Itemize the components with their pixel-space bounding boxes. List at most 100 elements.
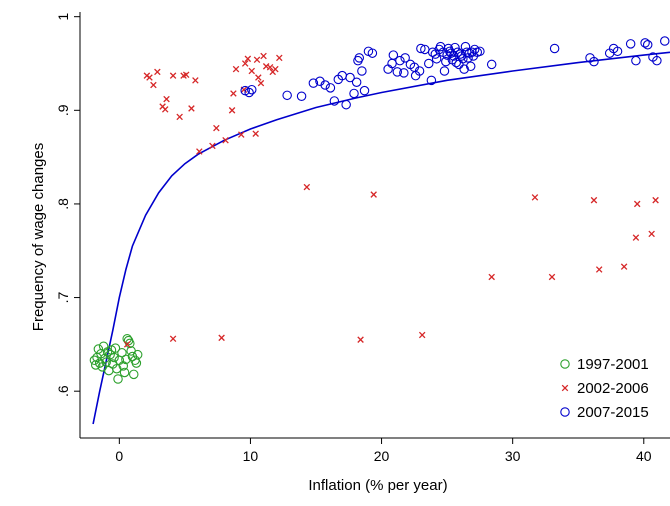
y-tick-label: .8 (55, 198, 71, 210)
data-point (652, 196, 659, 204)
data-point (253, 56, 261, 64)
data-point (119, 367, 130, 378)
data-points-layer (89, 36, 670, 384)
data-point (395, 55, 405, 66)
y-tick-label: .9 (55, 104, 71, 116)
data-point (222, 137, 229, 144)
data-point (109, 352, 119, 363)
data-point (132, 349, 143, 360)
series-2007-2015 (240, 36, 670, 110)
data-point (357, 66, 367, 76)
data-point (414, 66, 425, 76)
data-point (213, 124, 220, 132)
data-point (122, 334, 132, 344)
data-point (431, 54, 442, 64)
data-point (123, 341, 131, 348)
data-point (247, 84, 257, 95)
x-tick-label: 40 (636, 448, 652, 464)
fit-curve (92, 51, 670, 425)
data-point (163, 95, 170, 103)
data-point (161, 106, 169, 113)
legend: 1997-2001 2002-2006 2007-2015 (560, 356, 649, 421)
data-point (169, 335, 177, 343)
data-point (531, 194, 539, 201)
data-point (176, 113, 183, 121)
data-point (146, 74, 153, 81)
legend-item: 2007-2015 (560, 404, 649, 421)
data-point (351, 77, 362, 87)
data-point (93, 344, 104, 354)
legend-item: 1997-2001 (560, 356, 649, 373)
data-point (354, 53, 365, 63)
legend-marker (561, 384, 569, 392)
data-point (341, 99, 351, 110)
data-point (111, 363, 122, 374)
data-point (308, 78, 319, 88)
data-point (182, 71, 190, 78)
data-point (89, 355, 100, 366)
data-point (548, 273, 556, 281)
data-point (345, 72, 355, 83)
data-point (276, 54, 283, 62)
y-tick-label: .7 (55, 292, 71, 304)
data-point (418, 331, 426, 339)
data-point (272, 65, 279, 73)
data-point (475, 46, 485, 57)
data-point (632, 234, 640, 241)
data-point (192, 77, 199, 84)
data-point (282, 90, 292, 101)
data-point (400, 53, 410, 63)
data-point (169, 72, 177, 79)
axes-layer: 0 10 20 30 40 .6 .7 .8 .9 1 (55, 12, 670, 464)
data-point (248, 67, 256, 75)
data-point (590, 196, 598, 204)
data-point (228, 107, 236, 114)
data-point (486, 59, 497, 70)
data-point (465, 61, 476, 72)
data-point (266, 63, 274, 71)
data-point (642, 40, 653, 50)
y-tick-label: 1 (55, 13, 71, 21)
data-point (320, 80, 330, 90)
x-tick-label: 0 (115, 448, 123, 464)
data-point (209, 142, 216, 150)
data-point (416, 43, 426, 54)
data-point (113, 374, 123, 384)
data-point (252, 130, 259, 137)
x-tick-label: 20 (374, 448, 390, 464)
data-point (439, 66, 450, 76)
x-axis-title: Inflation (% per year) (308, 477, 447, 494)
data-point (154, 68, 161, 76)
y-tick-label: .6 (55, 385, 71, 397)
data-point (589, 56, 599, 67)
x-tick-label: 10 (243, 448, 259, 464)
data-point (652, 55, 662, 66)
data-point (367, 48, 378, 58)
data-point (426, 75, 437, 86)
data-point (359, 85, 370, 96)
data-point (595, 266, 603, 273)
data-point (549, 43, 560, 54)
data-point (218, 334, 225, 342)
data-point (441, 56, 451, 67)
legend-label: 2002-2006 (577, 380, 649, 397)
data-point (660, 36, 670, 46)
data-point (450, 42, 460, 53)
legend-label: 1997-2001 (577, 356, 649, 373)
data-point (388, 50, 399, 60)
data-point (101, 357, 111, 367)
data-point (325, 83, 336, 93)
data-point (648, 230, 655, 238)
data-point (469, 44, 480, 55)
data-point (241, 60, 249, 67)
data-point (329, 96, 340, 106)
data-point (196, 148, 203, 155)
data-point (612, 46, 623, 57)
data-point (296, 91, 307, 102)
data-point (424, 58, 434, 69)
series-1997-2001 (89, 334, 143, 384)
data-point (357, 336, 364, 343)
data-point (392, 67, 403, 77)
